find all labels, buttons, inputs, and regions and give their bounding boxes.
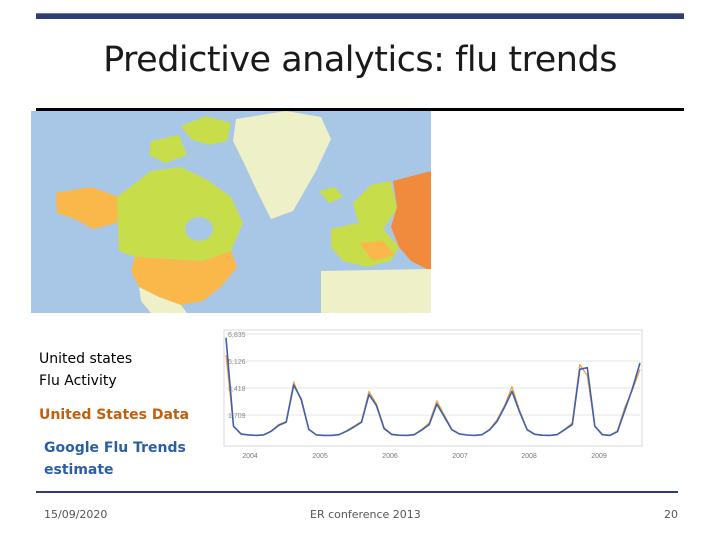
chart-series bbox=[225, 337, 641, 437]
footer-page-number: 20 bbox=[664, 508, 678, 521]
map-united-states bbox=[131, 251, 237, 305]
slide-title: Predictive analytics: flu trends bbox=[103, 40, 617, 80]
top-accent-bar bbox=[36, 13, 684, 19]
map-arctic-islands-west bbox=[149, 135, 187, 163]
legend-gft-line1: Google Flu Trends bbox=[44, 440, 186, 456]
x-tick-label: 2007 bbox=[452, 453, 468, 460]
chart-x-ticks: 2004 2005 2006 2007 2008 2009 bbox=[242, 453, 607, 460]
map-north-africa bbox=[321, 269, 431, 313]
map-hudson-bay bbox=[185, 217, 213, 241]
map-russia bbox=[391, 171, 431, 271]
map-mexico bbox=[139, 287, 187, 313]
legend-google-flu-trends: Google Flu Trends estimate bbox=[44, 437, 186, 481]
map-alaska bbox=[56, 187, 119, 229]
map-arctic-islands bbox=[181, 116, 231, 145]
series-line-google-flu-trends bbox=[225, 337, 641, 437]
activity-label-line1: United states bbox=[39, 351, 133, 367]
x-tick-label: 2005 bbox=[312, 453, 328, 460]
map-greenland bbox=[233, 111, 331, 219]
y-tick-label: 5,126 bbox=[228, 359, 246, 366]
footer-date: 15/09/2020 bbox=[44, 508, 108, 521]
y-tick-label: 6,835 bbox=[228, 332, 246, 339]
y-tick-label: 1,709 bbox=[228, 413, 246, 420]
x-tick-label: 2004 bbox=[242, 453, 258, 460]
footer-rule bbox=[36, 491, 678, 493]
map-central-europe bbox=[359, 241, 395, 261]
chart-y-ticks: 6,835 5,126 3,418 1,709 bbox=[228, 332, 246, 420]
x-tick-label: 2009 bbox=[591, 453, 607, 460]
map-canada bbox=[117, 167, 243, 261]
legend-us-data: United States Data bbox=[39, 407, 190, 423]
series-line-us-data bbox=[225, 355, 641, 437]
activity-label-line2: Flu Activity bbox=[39, 373, 117, 389]
title-underline bbox=[36, 108, 684, 111]
legend-gft-line2: estimate bbox=[44, 462, 114, 478]
activity-label: United states Flu Activity bbox=[39, 348, 132, 392]
footer-conference: ER conference 2013 bbox=[310, 508, 421, 521]
y-tick-label: 3,418 bbox=[228, 386, 246, 393]
x-tick-label: 2006 bbox=[382, 453, 398, 460]
flu-activity-map bbox=[31, 111, 431, 313]
x-tick-label: 2008 bbox=[521, 453, 537, 460]
map-iceland bbox=[319, 187, 343, 203]
map-scandinavia bbox=[353, 181, 397, 233]
